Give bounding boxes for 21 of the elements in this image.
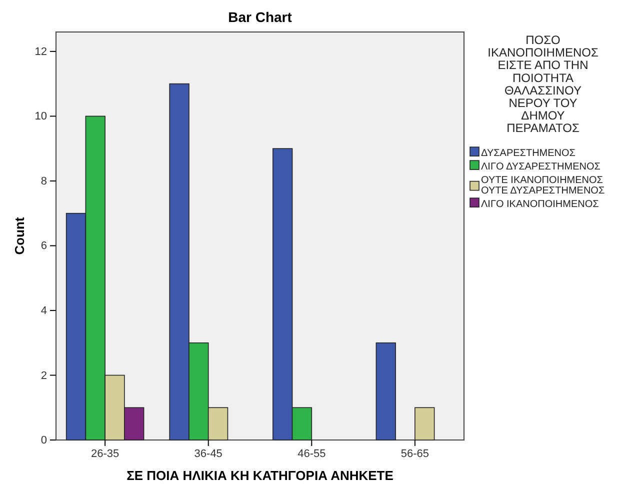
legend-label: ΔΥΣΑΡΕΣΤΗΜΕΝΟΣ: [481, 148, 576, 159]
y-tick-label: 12: [34, 46, 47, 58]
y-tick-label: 0: [40, 434, 47, 447]
x-tick-label: 36-45: [194, 448, 222, 460]
y-tick-label: 6: [40, 240, 47, 252]
legend-label: ΛΙΓΟ ΔΥΣΑΡΕΣΤΗΜΕΝΟΣ: [481, 161, 600, 172]
bar: [376, 342, 396, 440]
y-axis-title: Count: [12, 216, 27, 255]
x-axis-title: ΣΕ ΠΟΙΑ ΗΛΙΚΙΑ ΚΗ ΚΑΤΗΓΟΡΙΑ ΑΝΗΚΕΤΕ: [126, 468, 394, 483]
y-tick-label: 2: [40, 370, 47, 382]
y-tick-label: 8: [40, 175, 47, 188]
bar: [414, 407, 435, 440]
legend-label: ΛΙΓΟ ΙΚΑΝΟΠΟΙΗΜΕΝΟΣ: [481, 198, 599, 210]
x-tick-label: 26-35: [90, 448, 120, 460]
y-tick-label: 10: [34, 110, 47, 123]
legend-title: ΠΟΣΟ ΙΚΑΝΟΠΟΙΗΜΕΝΟΣ ΕΙΣΤΕ ΑΠΟ ΤΗΝ ΠΟΙΟΤΗΤΑ ΘΑΛΑΣΣΙΝΟΥ ΝΕΡΟΥ ΤΟΥ ΔΗΜΟΥ ΠΕΡΑΜΑΤΟΣ: [488, 33, 598, 136]
x-tick-label: 56-65: [400, 448, 430, 460]
chart-title: Bar Chart: [228, 9, 292, 25]
y-tick-label: 4: [40, 304, 47, 317]
x-tick-label: 46-55: [298, 448, 326, 460]
legend-label: ΟΥΤΕ ΙΚΑΝΟΠΟΙΗΜΕΝΟΣ ΟΥΤΕ ΔΥΣΑΡΕΣΤΗΜΕΝΟΣ: [481, 174, 605, 196]
